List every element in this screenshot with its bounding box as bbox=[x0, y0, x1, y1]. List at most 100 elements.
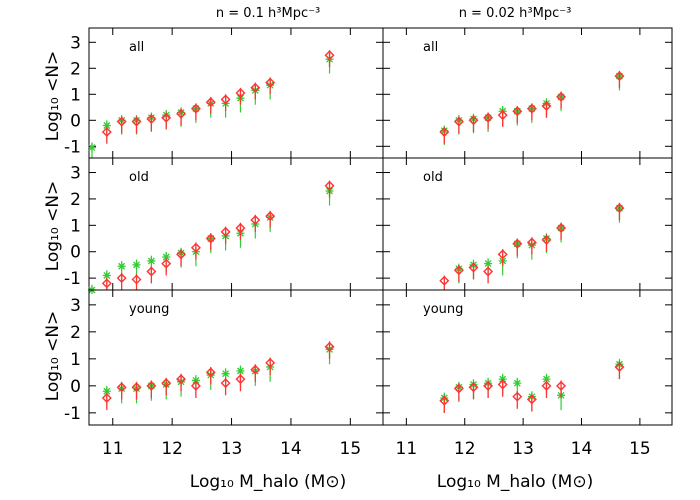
red-point bbox=[265, 77, 276, 88]
y-tick-label: -1 bbox=[64, 404, 81, 424]
y-axis-label-middle: Log₁₀ <N> bbox=[43, 181, 63, 272]
green-point bbox=[147, 256, 156, 265]
red-point bbox=[235, 222, 246, 233]
red-point bbox=[131, 274, 142, 285]
red-point bbox=[220, 94, 231, 105]
red-point bbox=[497, 249, 508, 260]
red-point bbox=[176, 108, 187, 119]
x-tick-label: 12 bbox=[161, 439, 183, 459]
red-point bbox=[468, 262, 479, 273]
red-point bbox=[324, 50, 335, 61]
panel-old-0: -1 0 1 2 3 old bbox=[64, 157, 384, 294]
red-point bbox=[190, 103, 201, 114]
red-point bbox=[265, 357, 276, 368]
red-point bbox=[614, 71, 625, 82]
red-point bbox=[541, 101, 552, 111]
red-point bbox=[131, 116, 142, 127]
red-point bbox=[324, 341, 335, 352]
panel-all-1: all bbox=[382, 27, 673, 159]
y-axis-label-top: Log₁₀ <N> bbox=[43, 51, 63, 142]
red-point bbox=[265, 211, 276, 222]
red-point bbox=[439, 395, 450, 406]
x-tick-label: 11 bbox=[396, 439, 418, 459]
red-point bbox=[556, 222, 567, 233]
y-tick-label: 0 bbox=[70, 377, 81, 397]
column-title-left: n = 0.1 h³Mpc⁻³ bbox=[216, 6, 320, 21]
red-point bbox=[439, 127, 450, 137]
red-point bbox=[453, 116, 464, 127]
red-point bbox=[497, 110, 508, 121]
panel-label: young bbox=[129, 302, 169, 317]
panel-label: young bbox=[423, 302, 463, 317]
panel-old-1: old bbox=[382, 157, 673, 291]
green-point bbox=[87, 143, 96, 152]
red-point bbox=[439, 275, 450, 286]
red-point bbox=[101, 393, 112, 403]
y-tick-label: 0 bbox=[70, 111, 81, 131]
x-tick-label: 13 bbox=[221, 439, 243, 459]
y-axis-label-bottom: Log₁₀ <N> bbox=[43, 311, 63, 402]
red-point bbox=[235, 374, 246, 385]
red-point bbox=[556, 91, 567, 102]
red-point bbox=[483, 380, 494, 391]
red-point bbox=[512, 391, 523, 402]
red-point bbox=[235, 88, 246, 98]
red-point bbox=[161, 112, 172, 123]
x-tick-label: 12 bbox=[454, 439, 476, 459]
x-tick-label: 14 bbox=[571, 439, 593, 459]
red-point bbox=[220, 378, 231, 389]
panel-young-1: 11 12 13 14 15 young bbox=[382, 289, 673, 459]
red-point bbox=[468, 382, 479, 393]
red-point bbox=[161, 258, 172, 269]
red-point bbox=[541, 380, 552, 391]
red-point bbox=[190, 242, 201, 253]
red-point bbox=[220, 226, 231, 237]
y-tick-label: -1 bbox=[64, 269, 81, 289]
red-point bbox=[176, 249, 187, 260]
red-point bbox=[453, 383, 464, 394]
red-point bbox=[205, 233, 216, 244]
red-point bbox=[176, 374, 187, 385]
red-point bbox=[526, 103, 537, 114]
x-axis-label-right: Log₁₀ M_halo (M⊙) bbox=[437, 472, 593, 492]
red-point bbox=[116, 382, 127, 393]
y-tick-label: 2 bbox=[70, 59, 81, 79]
panel-label: old bbox=[129, 170, 149, 185]
y-tick-label: 2 bbox=[70, 323, 81, 343]
red-point bbox=[556, 380, 567, 391]
green-point bbox=[102, 121, 111, 130]
y-tick-label: 3 bbox=[70, 296, 81, 316]
red-point bbox=[205, 97, 216, 108]
red-point bbox=[468, 115, 479, 126]
x-tick-label: 14 bbox=[280, 439, 302, 459]
x-tick-label: 11 bbox=[102, 439, 124, 459]
panel-all-0: -1 0 1 2 3 all bbox=[64, 27, 384, 159]
panel-frame bbox=[382, 289, 673, 426]
green-point bbox=[513, 379, 522, 388]
y-tick-label: 1 bbox=[70, 350, 81, 370]
red-point bbox=[483, 266, 494, 277]
red-point bbox=[614, 203, 625, 214]
green-point bbox=[102, 271, 111, 280]
y-tick-label: 1 bbox=[70, 216, 81, 236]
green-point bbox=[542, 375, 551, 384]
x-tick-label: 13 bbox=[512, 439, 534, 459]
red-point bbox=[512, 238, 523, 249]
red-point bbox=[250, 364, 261, 375]
panel-label: old bbox=[423, 170, 443, 185]
panel-label: all bbox=[423, 40, 438, 55]
y-tick-label: -1 bbox=[64, 137, 81, 157]
y-tick-label: 0 bbox=[70, 243, 81, 263]
red-point bbox=[146, 266, 157, 277]
green-point bbox=[117, 262, 126, 271]
red-point bbox=[116, 116, 127, 127]
red-point bbox=[161, 378, 172, 389]
y-tick-label: 3 bbox=[70, 33, 81, 53]
red-point bbox=[250, 82, 261, 93]
red-point bbox=[101, 278, 112, 289]
x-tick-label: 15 bbox=[629, 439, 651, 459]
red-point bbox=[541, 234, 552, 245]
red-point bbox=[526, 237, 537, 248]
